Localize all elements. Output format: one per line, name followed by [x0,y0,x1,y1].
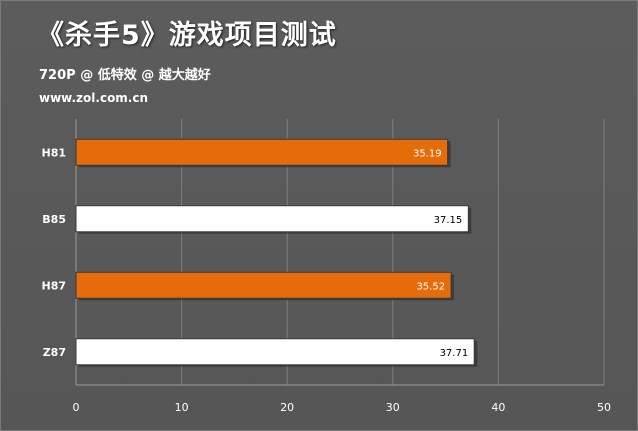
x-tick-label: 20 [280,401,294,414]
data-label-z87: 37.71 [440,348,469,359]
data-label-h87: 35.52 [416,281,445,292]
source-site: www.zol.com.cn [39,91,149,105]
x-tick-label: 30 [386,401,400,414]
bar-b85 [75,205,469,233]
data-label-b85: 37.15 [434,215,463,226]
x-axis-ticks: 0 10 20 30 40 50 [73,401,612,414]
x-tick-label: 50 [597,401,611,414]
x-tick-label: 10 [175,401,189,414]
category-label-b85: B85 [42,213,66,226]
x-tick-label: 0 [73,401,80,414]
category-label-h81: H81 [41,146,66,159]
bar-h81 [75,138,449,166]
bar-z87 [75,338,475,366]
x-tick-label: 40 [491,401,505,414]
category-label-z87: Z87 [43,346,66,359]
bar-h87 [75,271,452,299]
bars: 35.19 37.15 35.52 37.71 [75,138,478,367]
chart-subtitle: 720P @ 低特效 @ 越大越好 [39,68,211,83]
data-label-h81: 35.19 [413,148,442,159]
category-labels: H81 B85 H87 Z87 [41,146,66,359]
chart-title: 《杀手5》游戏项目测试 [37,20,337,51]
category-label-h87: H87 [41,279,66,292]
